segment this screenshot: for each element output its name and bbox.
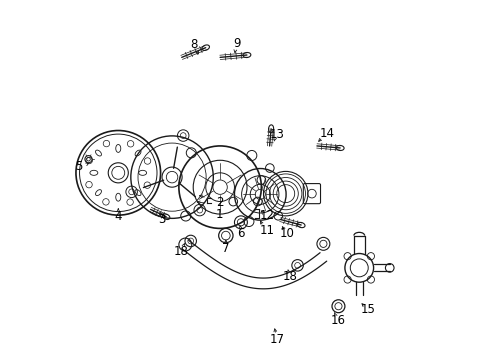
Text: 9: 9	[232, 37, 240, 50]
Text: 11: 11	[259, 224, 274, 238]
Text: 5: 5	[75, 160, 82, 173]
Text: 18: 18	[283, 270, 297, 283]
Text: 14: 14	[319, 127, 334, 140]
Text: 17: 17	[269, 333, 284, 346]
Text: 3: 3	[158, 213, 165, 226]
Text: 1: 1	[215, 208, 223, 221]
Text: 2: 2	[215, 196, 223, 209]
Text: 12: 12	[259, 210, 274, 222]
Text: 13: 13	[269, 127, 284, 141]
Text: 4: 4	[114, 210, 122, 223]
Text: 7: 7	[222, 242, 229, 255]
Text: 16: 16	[330, 314, 345, 327]
Text: 6: 6	[237, 226, 244, 239]
Text: 10: 10	[280, 226, 294, 239]
Text: 15: 15	[360, 303, 375, 316]
Text: 8: 8	[190, 38, 198, 51]
Text: 18: 18	[173, 244, 188, 257]
